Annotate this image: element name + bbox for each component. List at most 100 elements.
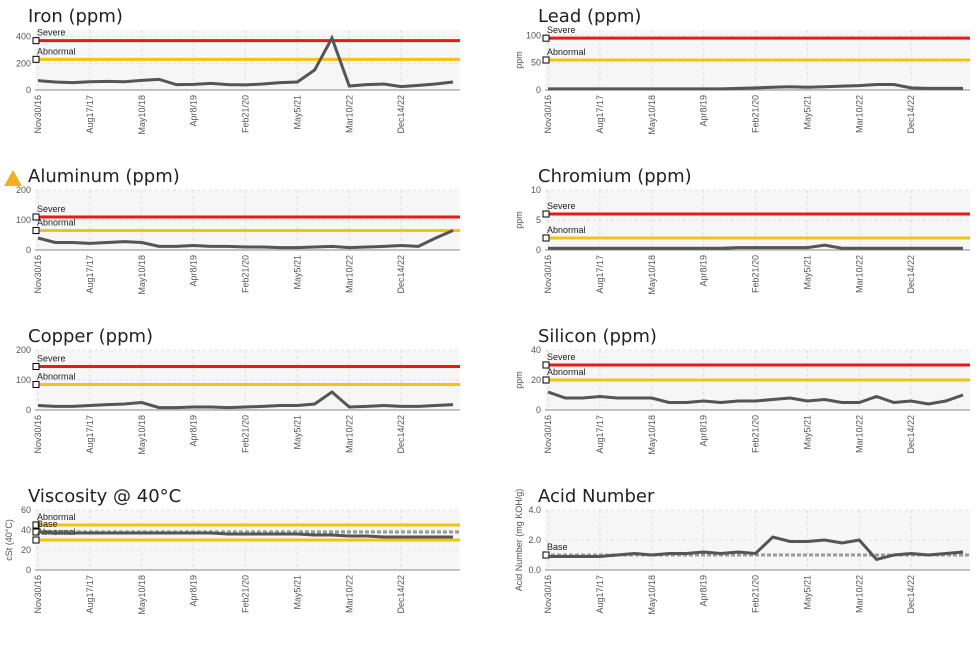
y-axis-label: ppm xyxy=(514,371,524,389)
y-axis-label: Acid Number (mg KOH/g) xyxy=(514,489,524,592)
data-line xyxy=(37,229,454,250)
x-tick-label: Dec14/22 xyxy=(396,255,406,294)
x-tick-label: Aug17/17 xyxy=(595,415,605,454)
y-tick-label: 10 xyxy=(531,185,541,195)
chart-title: Copper (ppm) xyxy=(28,326,153,347)
x-tick-label: Dec14/22 xyxy=(396,415,406,454)
y-axis-label: cSt (40°C) xyxy=(4,519,14,561)
x-tick-label: Feb21/20 xyxy=(751,415,761,453)
y-tick-label: 0 xyxy=(536,85,541,95)
x-tick-label: May5/21 xyxy=(292,255,302,290)
reference-marker xyxy=(542,361,550,369)
x-tick-label: Nov30/16 xyxy=(543,575,553,614)
x-tick-label: Dec14/22 xyxy=(906,95,916,134)
x-tick-label: Nov30/16 xyxy=(543,255,553,294)
chart-title: Acid Number xyxy=(538,486,655,507)
y-tick-label: 0 xyxy=(26,85,31,95)
chart-title: Iron (ppm) xyxy=(28,6,123,27)
x-tick-label: Feb21/20 xyxy=(241,415,251,453)
x-tick-label: Apr8/19 xyxy=(189,95,199,127)
x-tick-label: Aug17/17 xyxy=(595,95,605,134)
x-tick-label: Dec14/22 xyxy=(906,415,916,454)
y-tick-label: 100 xyxy=(16,375,31,385)
y-tick-label: 200 xyxy=(16,58,31,68)
y-tick-label: 4.0 xyxy=(528,505,541,515)
x-tick-label: Mar10/22 xyxy=(854,95,864,133)
x-tick-label: May5/21 xyxy=(292,95,302,130)
chart-title: Silicon (ppm) xyxy=(538,326,657,347)
y-tick-label: 100 xyxy=(16,215,31,225)
x-tick-label: May5/21 xyxy=(802,95,812,130)
chart-title: Viscosity @ 40°C xyxy=(28,486,181,507)
reference-label: Abnormal xyxy=(37,372,76,382)
x-tick-label: Apr8/19 xyxy=(699,415,709,447)
x-tick-label: May5/21 xyxy=(802,415,812,450)
x-tick-label: Aug17/17 xyxy=(85,255,95,294)
y-tick-label: 20 xyxy=(531,375,541,385)
x-tick-label: Mar10/22 xyxy=(344,415,354,453)
x-tick-label: Dec14/22 xyxy=(906,255,916,294)
x-tick-label: Apr8/19 xyxy=(699,255,709,287)
x-tick-label: Mar10/22 xyxy=(854,575,864,613)
reference-marker xyxy=(542,376,550,384)
data-line xyxy=(548,535,964,562)
reference-label: Abnormal xyxy=(547,367,586,377)
data-line xyxy=(37,34,454,89)
x-tick-label: Apr8/19 xyxy=(189,575,199,607)
y-tick-label: 60 xyxy=(21,505,31,515)
y-tick-label: 400 xyxy=(16,32,31,42)
data-line xyxy=(37,530,453,539)
x-tick-label: Nov30/16 xyxy=(543,415,553,454)
y-tick-label: 0 xyxy=(536,405,541,415)
x-tick-label: Nov30/16 xyxy=(33,255,43,294)
reference-marker xyxy=(32,521,40,529)
y-tick-label: 0.0 xyxy=(528,565,541,575)
x-tick-label: May10/18 xyxy=(137,255,147,295)
y-tick-label: 0 xyxy=(26,245,31,255)
reference-label: Severe xyxy=(37,28,66,38)
y-tick-label: 0 xyxy=(536,245,541,255)
x-tick-label: Feb21/20 xyxy=(241,255,251,293)
reference-label: Abnormal xyxy=(547,47,586,57)
y-tick-label: 40 xyxy=(21,525,31,535)
x-tick-label: Aug17/17 xyxy=(85,95,95,134)
reference-label: Severe xyxy=(547,25,576,35)
x-tick-label: Mar10/22 xyxy=(344,255,354,293)
x-tick-label: May10/18 xyxy=(647,255,657,295)
reference-marker xyxy=(542,234,550,242)
reference-marker xyxy=(542,34,550,42)
x-tick-label: Dec14/22 xyxy=(906,575,916,614)
x-tick-label: Aug17/17 xyxy=(85,415,95,454)
y-tick-label: 2.0 xyxy=(528,535,541,545)
x-tick-label: May5/21 xyxy=(802,575,812,610)
reference-label: Base xyxy=(547,542,568,552)
x-tick-label: Feb21/20 xyxy=(241,575,251,613)
data-line xyxy=(547,390,964,406)
x-tick-label: May10/18 xyxy=(137,415,147,455)
y-tick-label: 40 xyxy=(531,345,541,355)
y-tick-label: 5 xyxy=(536,215,541,225)
reference-label: Abnormal xyxy=(37,512,76,522)
x-tick-label: Nov30/16 xyxy=(543,95,553,134)
reference-marker xyxy=(32,363,40,370)
reference-marker xyxy=(32,213,40,221)
x-tick-label: Nov30/16 xyxy=(33,575,43,614)
x-tick-label: Feb21/20 xyxy=(241,95,251,133)
x-tick-label: May5/21 xyxy=(292,415,302,450)
reference-marker xyxy=(32,227,40,234)
x-tick-label: Aug17/17 xyxy=(85,575,95,614)
x-tick-label: Apr8/19 xyxy=(189,255,199,287)
reference-marker xyxy=(32,381,40,388)
reference-marker xyxy=(32,55,40,63)
x-tick-label: Aug17/17 xyxy=(595,575,605,614)
reference-label: Base xyxy=(37,519,58,529)
data-line xyxy=(548,243,963,250)
warning-icon xyxy=(4,170,22,186)
x-tick-label: Feb21/20 xyxy=(751,95,761,133)
y-tick-label: 200 xyxy=(16,345,31,355)
x-tick-label: Dec14/22 xyxy=(396,95,406,134)
reference-marker xyxy=(32,37,40,45)
x-tick-label: Feb21/20 xyxy=(751,255,761,293)
x-tick-label: May5/21 xyxy=(292,575,302,610)
x-tick-label: May10/18 xyxy=(647,95,657,135)
